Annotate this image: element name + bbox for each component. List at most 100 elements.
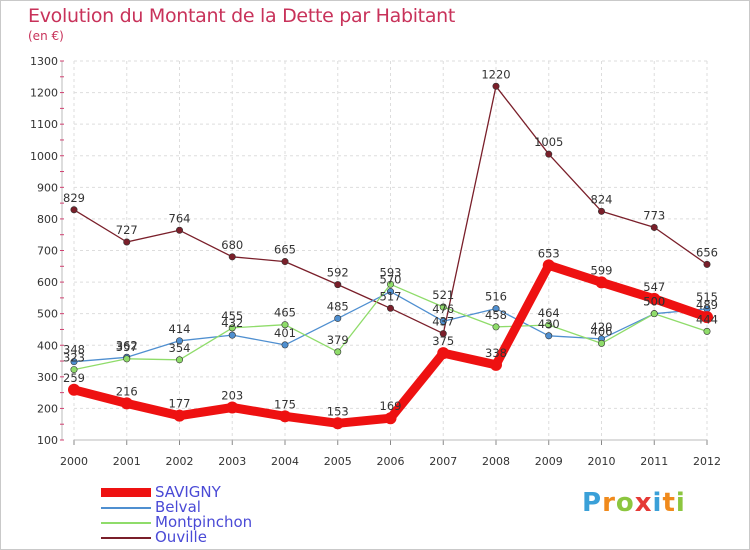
data-label: 401 bbox=[274, 326, 296, 340]
data-point-savigny bbox=[437, 347, 450, 360]
data-point-belval bbox=[439, 317, 447, 325]
x-tick-label: 2001 bbox=[113, 455, 141, 468]
legend-swatch bbox=[101, 536, 151, 539]
logo-letter: t bbox=[662, 488, 676, 518]
x-tick-label: 2009 bbox=[535, 455, 563, 468]
data-point-ouville bbox=[597, 207, 605, 215]
data-point-ouville bbox=[703, 260, 711, 268]
data-label: 680 bbox=[221, 238, 243, 252]
x-tick-label: 2006 bbox=[377, 455, 405, 468]
data-label: 420 bbox=[591, 320, 613, 334]
data-point-ouville bbox=[545, 150, 553, 158]
y-tick-label: 500 bbox=[37, 308, 58, 321]
logo-letter: x bbox=[634, 488, 653, 518]
logo-letter: i bbox=[675, 488, 686, 518]
data-label: 515 bbox=[696, 290, 718, 304]
data-label: 203 bbox=[221, 388, 243, 402]
y-tick-label: 400 bbox=[37, 339, 58, 352]
data-label: 338 bbox=[485, 346, 507, 360]
data-label: 489 bbox=[696, 298, 718, 312]
data-label: 517 bbox=[380, 289, 402, 303]
data-label: 599 bbox=[591, 263, 613, 277]
data-label: 216 bbox=[116, 384, 138, 398]
data-point-savigny bbox=[384, 412, 397, 425]
data-point-montpinchon bbox=[123, 355, 131, 363]
data-point-ouville bbox=[123, 238, 131, 246]
legend-label: Belval bbox=[155, 498, 201, 516]
y-tick-label: 1300 bbox=[30, 55, 58, 68]
y-tick-label: 800 bbox=[37, 213, 58, 226]
data-point-savigny bbox=[68, 383, 80, 396]
data-point-belval bbox=[228, 331, 236, 339]
plot-area bbox=[74, 61, 707, 440]
data-label: 656 bbox=[696, 245, 718, 259]
x-tick-label: 2002 bbox=[166, 455, 194, 468]
data-label: 259 bbox=[63, 371, 85, 385]
logo-letter: r bbox=[602, 488, 616, 518]
data-point-belval bbox=[492, 305, 500, 313]
data-label: 570 bbox=[380, 273, 402, 287]
data-label: 665 bbox=[274, 243, 296, 257]
data-label: 455 bbox=[221, 309, 243, 323]
y-tick-label: 1000 bbox=[30, 150, 58, 163]
x-tick-label: 2010 bbox=[588, 455, 616, 468]
legend-label: Ouville bbox=[155, 528, 207, 546]
data-label: 323 bbox=[63, 351, 85, 365]
data-point-montpinchon bbox=[545, 321, 553, 329]
data-label: 1005 bbox=[534, 135, 563, 149]
y-tick-label: 600 bbox=[37, 276, 58, 289]
chart-subtitle: (en €) bbox=[28, 29, 64, 43]
x-tick-label: 2005 bbox=[324, 455, 352, 468]
legend-item-savigny: SAVIGNY bbox=[101, 485, 252, 500]
data-label: 824 bbox=[591, 192, 613, 206]
y-tick-label: 700 bbox=[37, 245, 58, 258]
legend-swatch bbox=[101, 521, 151, 524]
data-point-savigny bbox=[331, 417, 344, 430]
data-label: 362 bbox=[116, 338, 138, 352]
data-label: 773 bbox=[643, 208, 665, 222]
data-point-savigny bbox=[173, 409, 186, 422]
data-label: 764 bbox=[169, 211, 191, 225]
data-label: 485 bbox=[327, 299, 349, 313]
data-point-belval bbox=[281, 341, 289, 349]
data-label: 1220 bbox=[481, 67, 510, 81]
data-point-montpinchon bbox=[650, 310, 658, 318]
data-label: 437 bbox=[432, 315, 454, 329]
data-point-ouville bbox=[386, 304, 394, 312]
data-point-savigny bbox=[490, 358, 502, 371]
data-label: 592 bbox=[327, 266, 349, 280]
data-label: 593 bbox=[380, 265, 402, 279]
data-point-savigny bbox=[648, 292, 661, 305]
data-label: 175 bbox=[274, 397, 296, 411]
data-label: 476 bbox=[432, 302, 454, 316]
y-tick-label: 300 bbox=[37, 371, 58, 384]
data-label: 153 bbox=[327, 404, 349, 418]
data-label: 432 bbox=[221, 316, 243, 330]
data-label: 414 bbox=[169, 322, 191, 336]
data-point-ouville bbox=[334, 281, 342, 289]
data-label: 464 bbox=[538, 306, 560, 320]
data-point-montpinchon bbox=[334, 348, 342, 356]
y-tick-label: 900 bbox=[37, 181, 58, 194]
legend-item-belval: Belval bbox=[101, 500, 252, 515]
x-tick-label: 2012 bbox=[693, 455, 721, 468]
data-point-savigny bbox=[595, 276, 608, 289]
data-label: 727 bbox=[116, 223, 138, 237]
proxiti-logo: Proxiti bbox=[582, 488, 686, 518]
data-point-ouville bbox=[492, 82, 500, 90]
y-tick-label: 1100 bbox=[30, 118, 58, 131]
data-label: 465 bbox=[274, 306, 296, 320]
data-label: 406 bbox=[591, 324, 613, 338]
data-point-savigny bbox=[701, 311, 713, 324]
data-point-montpinchon bbox=[386, 280, 394, 288]
data-label: 521 bbox=[432, 288, 454, 302]
data-point-montpinchon bbox=[281, 321, 289, 329]
data-label: 430 bbox=[538, 317, 560, 331]
data-label: 169 bbox=[380, 399, 402, 413]
data-point-ouville bbox=[281, 258, 289, 266]
data-label: 516 bbox=[485, 290, 507, 304]
data-label: 348 bbox=[63, 343, 85, 357]
x-tick-label: 2007 bbox=[429, 455, 457, 468]
data-point-montpinchon bbox=[70, 366, 78, 374]
